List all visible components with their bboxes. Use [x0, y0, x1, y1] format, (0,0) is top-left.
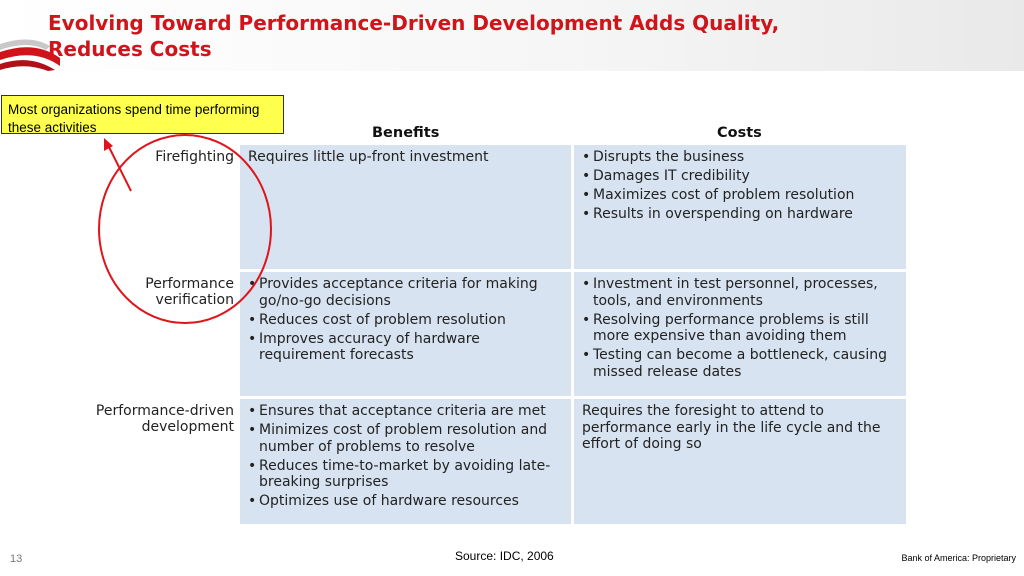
arrowhead-icon [104, 138, 113, 151]
cell-verification-costs: Investment in test personnel, processes,… [574, 272, 906, 396]
list-item: Maximizes cost of problem resolution [582, 187, 898, 204]
list-item: Ensures that acceptance criteria are met [248, 403, 563, 420]
proprietary-notice: Bank of America: Proprietary [901, 553, 1016, 563]
header-band: Evolving Toward Performance-Driven Devel… [0, 0, 1024, 71]
cell-driven-costs: Requires the foresight to attend to perf… [574, 399, 906, 524]
callout-box: Most organizations spend time performing… [1, 95, 284, 135]
list-item: Testing can become a bottleneck, causing… [582, 347, 898, 380]
page-number: 13 [10, 553, 23, 565]
list-item: Damages IT credibility [582, 168, 898, 185]
cell-driven-benefits: Ensures that acceptance criteria are met… [240, 399, 571, 524]
pointer-arrow [107, 144, 132, 192]
row-label-performance-verification: Performance verification [145, 276, 234, 308]
cell-firefighting-costs: Disrupts the business Damages IT credibi… [574, 145, 906, 269]
list-item: Reduces time-to-market by avoiding late-… [248, 458, 563, 491]
row-label-firefighting: Firefighting [155, 149, 234, 165]
list-item: Improves accuracy of hardware requiremen… [248, 331, 563, 364]
list-item: Investment in test personnel, processes,… [582, 276, 898, 309]
list-item: Optimizes use of hardware resources [248, 493, 563, 510]
list-item: Resolving performance problems is still … [582, 312, 898, 345]
list-item: Provides acceptance criteria for making … [248, 276, 563, 309]
list-item: Results in overspending on hardware [582, 206, 898, 223]
cell-text: Requires little up-front investment [248, 149, 489, 165]
column-header-costs: Costs [717, 125, 762, 141]
cell-firefighting-benefits: Requires little up-front investment [240, 145, 571, 269]
source-note: Source: IDC, 2006 [455, 549, 554, 563]
brand-flag-graphic [0, 39, 60, 71]
cell-text: Requires the foresight to attend to perf… [582, 403, 881, 452]
column-header-benefits: Benefits [372, 125, 440, 141]
row-label-performance-driven-development: Performance-driven development [95, 403, 234, 435]
list-item: Disrupts the business [582, 149, 898, 166]
list-item: Minimizes cost of problem resolution and… [248, 422, 563, 455]
slide-title: Evolving Toward Performance-Driven Devel… [48, 11, 780, 61]
cell-verification-benefits: Provides acceptance criteria for making … [240, 272, 571, 396]
list-item: Reduces cost of problem resolution [248, 312, 563, 329]
